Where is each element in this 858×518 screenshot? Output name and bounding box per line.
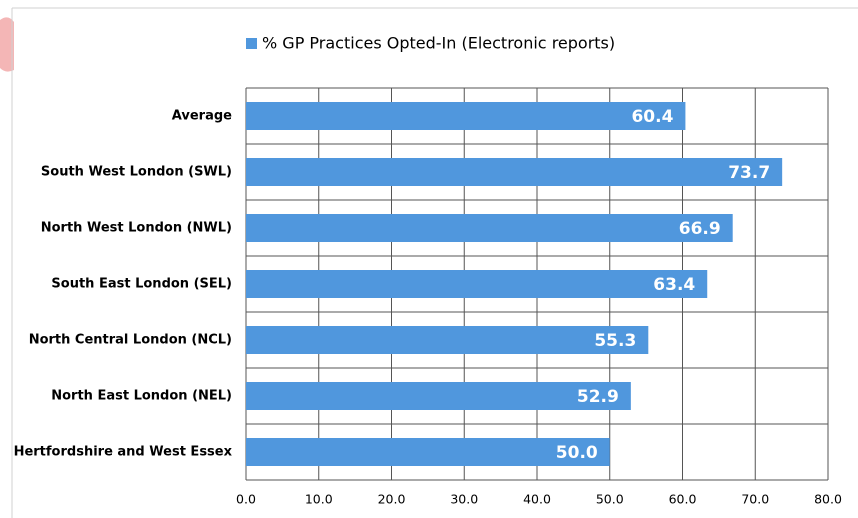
y-tick-label: North East London (NEL)	[51, 389, 232, 404]
bar	[246, 158, 783, 186]
x-tick-label: 70.0	[741, 492, 769, 507]
value-label: 50.0	[556, 443, 598, 463]
bar	[246, 214, 733, 242]
y-tick-label: Average	[172, 109, 232, 124]
x-tick-label: 30.0	[450, 492, 478, 507]
x-tick-label: 20.0	[378, 492, 406, 507]
y-tick-label: South East London (SEL)	[51, 277, 232, 292]
x-tick-label: 80.0	[814, 492, 842, 507]
bar	[246, 270, 708, 298]
x-tick-label: 60.0	[669, 492, 697, 507]
y-tick-label: North West London (NWL)	[41, 221, 232, 236]
value-label: 52.9	[577, 387, 619, 407]
legend-label: % GP Practices Opted-In (Electronic repo…	[262, 34, 615, 53]
value-label: 73.7	[728, 163, 770, 183]
bar	[246, 382, 631, 410]
decoration	[0, 17, 14, 72]
value-label: 60.4	[631, 107, 673, 127]
bar	[246, 326, 649, 354]
legend-swatch	[246, 38, 257, 49]
x-tick-label: 0.0	[236, 492, 256, 507]
value-label: 55.3	[594, 331, 636, 351]
value-label: 66.9	[679, 219, 721, 239]
bar	[246, 438, 610, 466]
y-tick-label: South West London (SWL)	[41, 165, 232, 180]
bar	[246, 102, 686, 130]
y-tick-label: North Central London (NCL)	[29, 333, 232, 348]
x-tick-label: 50.0	[596, 492, 624, 507]
y-tick-label: Hertfordshire and West Essex	[14, 445, 233, 460]
value-label: 63.4	[653, 275, 695, 295]
x-tick-label: 40.0	[523, 492, 551, 507]
x-tick-label: 10.0	[305, 492, 333, 507]
